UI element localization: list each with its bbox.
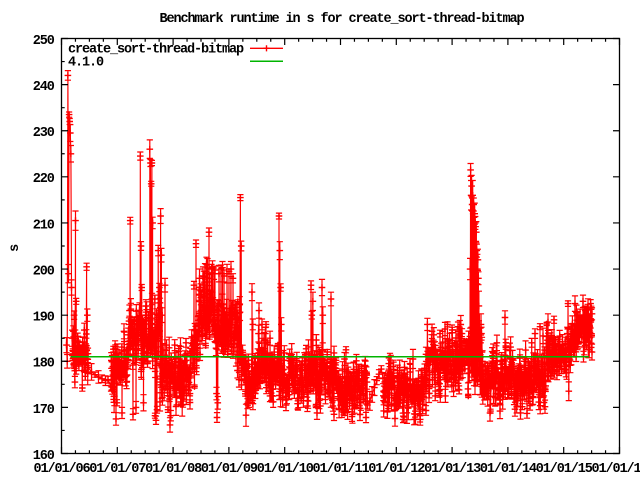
svg-text:01/01/08: 01/01/08 (145, 462, 202, 477)
svg-text:s: s (8, 244, 23, 252)
svg-text:01/01/11: 01/01/11 (312, 462, 369, 477)
svg-text:210: 210 (33, 218, 55, 233)
svg-text:01/01/07: 01/01/07 (89, 462, 146, 477)
svg-text:create_sort-thread-bitmap: create_sort-thread-bitmap (68, 43, 244, 58)
svg-text:180: 180 (33, 357, 55, 372)
svg-text:01/01/06: 01/01/06 (33, 462, 90, 477)
svg-text:190: 190 (33, 311, 55, 326)
svg-text:Benchmark runtime in s for cre: Benchmark runtime in s for create_sort-t… (159, 12, 524, 27)
svg-text:4.1.0: 4.1.0 (68, 55, 104, 70)
svg-text:01/01/16: 01/01/16 (591, 462, 640, 477)
svg-text:01/01/10: 01/01/10 (257, 462, 314, 477)
svg-text:160: 160 (33, 449, 55, 464)
svg-text:220: 220 (33, 172, 55, 187)
svg-text:01/01/14: 01/01/14 (480, 462, 537, 477)
svg-text:01/01/15: 01/01/15 (536, 462, 593, 477)
svg-text:01/01/12: 01/01/12 (368, 462, 425, 477)
svg-text:200: 200 (33, 265, 55, 280)
svg-text:01/01/13: 01/01/13 (424, 462, 481, 477)
svg-text:230: 230 (33, 126, 55, 141)
svg-text:240: 240 (33, 80, 55, 95)
svg-text:170: 170 (33, 403, 55, 418)
svg-text:01/01/09: 01/01/09 (201, 462, 258, 477)
svg-text:250: 250 (33, 34, 55, 49)
